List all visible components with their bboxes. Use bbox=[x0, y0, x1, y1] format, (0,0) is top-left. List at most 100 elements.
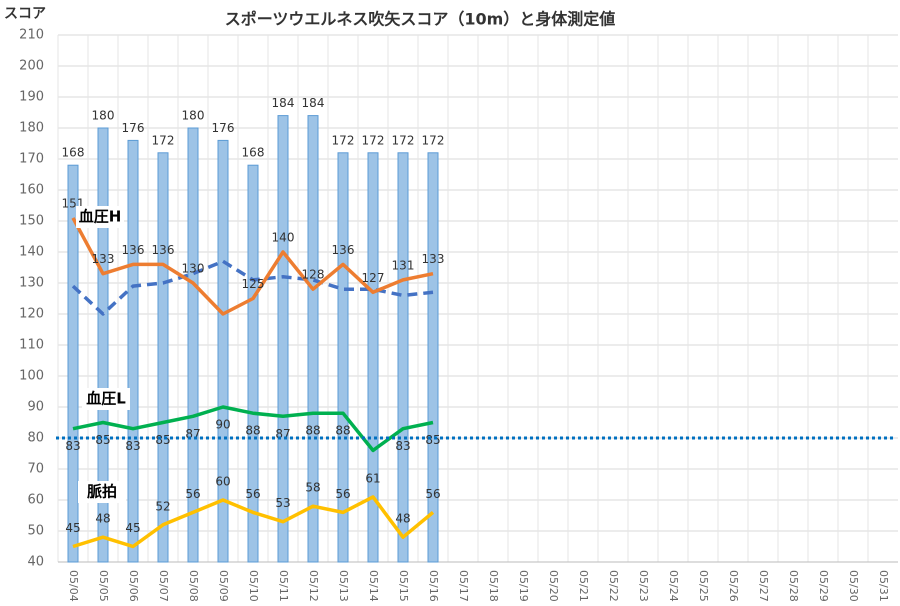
x-tick-label: 05/09 bbox=[217, 570, 230, 602]
data-label: 87 bbox=[275, 427, 290, 441]
x-tick-label: 05/18 bbox=[487, 570, 500, 602]
data-label: 128 bbox=[302, 268, 325, 282]
y-tick-label: 100 bbox=[19, 369, 44, 384]
series-name-bg bbox=[82, 388, 130, 410]
y-tick-label: 170 bbox=[19, 152, 44, 167]
series-name: 脈拍 bbox=[87, 483, 117, 501]
data-label: 83 bbox=[125, 439, 140, 453]
y-tick-label: 70 bbox=[27, 462, 44, 477]
data-label: 56 bbox=[185, 487, 200, 501]
x-tick-label: 05/14 bbox=[367, 570, 380, 602]
bar-label: 172 bbox=[392, 133, 415, 147]
data-label: 87 bbox=[185, 427, 200, 441]
bar bbox=[247, 164, 259, 563]
data-label: 48 bbox=[395, 512, 410, 526]
data-label: 90 bbox=[215, 418, 230, 432]
x-tick-label: 05/29 bbox=[817, 570, 830, 602]
series-name: 血圧L bbox=[86, 390, 126, 408]
y-tick-label: 110 bbox=[19, 338, 44, 353]
x-tick-label: 05/07 bbox=[157, 570, 170, 602]
y-tick-label: 180 bbox=[19, 121, 44, 136]
x-tick-label: 05/30 bbox=[847, 570, 860, 602]
x-tick-label: 05/20 bbox=[547, 570, 560, 602]
data-label: 136 bbox=[332, 243, 355, 257]
data-label: 61 bbox=[365, 471, 380, 485]
x-tick-label: 05/22 bbox=[607, 570, 620, 602]
bar-label: 168 bbox=[62, 146, 85, 160]
bar-label: 176 bbox=[212, 121, 235, 135]
bar-label: 176 bbox=[122, 121, 145, 135]
data-label: 85 bbox=[95, 433, 110, 447]
y-tick-label: 120 bbox=[19, 307, 44, 322]
x-tick-label: 05/11 bbox=[277, 570, 290, 602]
data-label: 125 bbox=[242, 277, 265, 291]
x-tick-label: 05/21 bbox=[577, 570, 590, 602]
bar-label: 172 bbox=[422, 133, 445, 147]
data-label: 133 bbox=[92, 252, 115, 266]
x-tick-label: 05/04 bbox=[67, 570, 80, 602]
y-tick-label: 200 bbox=[19, 59, 44, 74]
bar-label: 172 bbox=[152, 133, 175, 147]
data-label: 88 bbox=[245, 424, 260, 438]
bar bbox=[157, 152, 169, 563]
x-tick-label: 05/19 bbox=[517, 570, 530, 602]
series-name-bg bbox=[78, 481, 126, 503]
data-label: 131 bbox=[392, 258, 415, 272]
bar bbox=[367, 152, 379, 563]
line bbox=[72, 495, 435, 549]
y-tick-label: 130 bbox=[19, 276, 44, 291]
y-tick-label: 60 bbox=[27, 493, 44, 508]
bar-label: 172 bbox=[362, 133, 385, 147]
data-label: 83 bbox=[395, 439, 410, 453]
series-name: 血圧H bbox=[79, 208, 122, 226]
data-label: 136 bbox=[152, 243, 175, 257]
x-tick-label: 05/31 bbox=[877, 570, 890, 602]
data-label: 127 bbox=[362, 271, 385, 285]
x-tick-label: 05/26 bbox=[727, 570, 740, 602]
bar bbox=[397, 152, 409, 563]
bar-label: 180 bbox=[92, 109, 115, 123]
y-tick-label: 40 bbox=[27, 555, 44, 570]
bar-label: 184 bbox=[272, 96, 295, 110]
line bbox=[71, 259, 434, 316]
x-tick-label: 05/16 bbox=[427, 570, 440, 602]
bar bbox=[277, 115, 289, 563]
x-tick-label: 05/06 bbox=[127, 570, 140, 602]
data-label: 45 bbox=[65, 521, 80, 535]
bar bbox=[97, 127, 109, 563]
x-tick-label: 05/15 bbox=[397, 570, 410, 602]
data-label: 56 bbox=[245, 487, 260, 501]
data-label: 52 bbox=[155, 499, 170, 513]
x-tick-label: 05/10 bbox=[247, 570, 260, 602]
data-label: 88 bbox=[335, 424, 350, 438]
chart-title: スポーツウエルネス吹矢スコア（10m）と身体測定値 bbox=[225, 10, 616, 29]
data-label: 56 bbox=[425, 487, 440, 501]
bar bbox=[217, 139, 229, 563]
bar-label: 180 bbox=[182, 109, 205, 123]
bar-label: 172 bbox=[332, 133, 355, 147]
data-label: 136 bbox=[122, 243, 145, 257]
data-label: 130 bbox=[182, 262, 205, 276]
line bbox=[71, 217, 434, 316]
y-tick-label: 150 bbox=[19, 214, 44, 229]
bar bbox=[427, 152, 439, 563]
y-axis-label: スコア bbox=[4, 6, 46, 22]
x-tick-label: 05/25 bbox=[697, 570, 710, 602]
x-tick-label: 05/27 bbox=[757, 570, 770, 602]
data-label: 58 bbox=[305, 481, 320, 495]
bar bbox=[67, 164, 79, 563]
y-tick-label: 90 bbox=[27, 400, 44, 415]
y-tick-label: 210 bbox=[19, 28, 44, 43]
bar-label: 168 bbox=[242, 146, 265, 160]
x-tick-label: 05/08 bbox=[187, 570, 200, 602]
x-tick-label: 05/23 bbox=[637, 570, 650, 602]
bar bbox=[337, 152, 349, 563]
x-tick-label: 05/05 bbox=[97, 570, 110, 602]
bar bbox=[187, 127, 199, 563]
series-name-bg bbox=[76, 206, 124, 228]
data-label: 60 bbox=[215, 475, 230, 489]
data-label: 85 bbox=[155, 433, 170, 447]
bar-label: 184 bbox=[302, 96, 325, 110]
x-tick-label: 05/28 bbox=[787, 570, 800, 602]
